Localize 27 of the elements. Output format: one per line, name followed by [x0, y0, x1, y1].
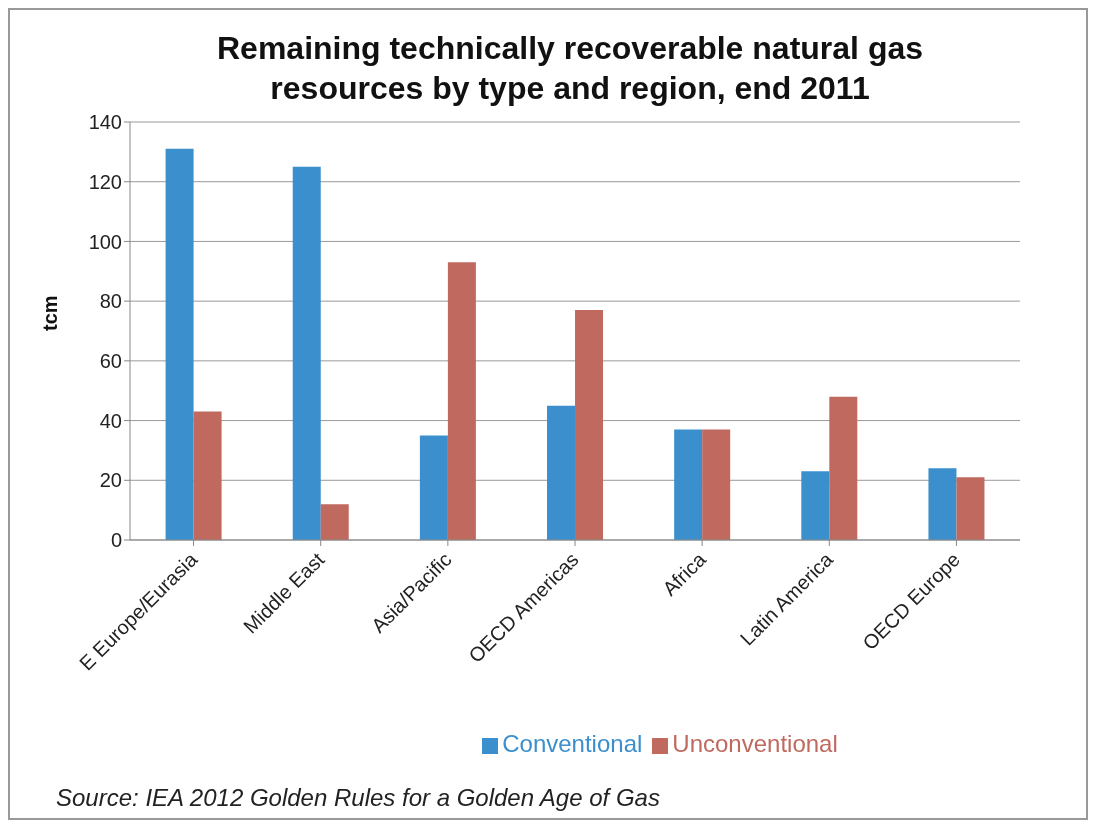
- bar: [547, 405, 576, 540]
- bar: [447, 262, 476, 540]
- y-tick-label: 100: [88, 230, 122, 253]
- chart-title: Remaining technically recoverable natural gas resources by type and region, end 2011: [215, 29, 924, 108]
- bar: [320, 504, 349, 540]
- bar: [292, 166, 321, 540]
- bar: [829, 396, 858, 540]
- bar: [419, 435, 448, 540]
- y-tick-label: 40: [99, 409, 122, 432]
- source-note: Source: IEA 2012 Golden Rules for a Golden Age of Gas: [56, 784, 660, 812]
- y-tick-label: 60: [99, 349, 122, 372]
- bar: [928, 468, 957, 540]
- bar: [674, 429, 703, 540]
- bar: [165, 148, 194, 540]
- y-tick-label: 0: [110, 529, 122, 552]
- bar: [801, 471, 830, 540]
- y-tick-label: 120: [88, 170, 122, 193]
- y-tick-label: 140: [88, 111, 122, 134]
- bar: [193, 411, 222, 540]
- bar: [575, 310, 604, 540]
- y-tick-label: 20: [99, 469, 122, 492]
- y-axis-title: tcm: [39, 295, 62, 331]
- y-tick-label: 80: [99, 290, 122, 313]
- bar: [956, 477, 985, 540]
- legend-label: Conventional: [502, 730, 643, 757]
- legend-label: Unconventional: [672, 730, 838, 757]
- bar: [702, 429, 731, 540]
